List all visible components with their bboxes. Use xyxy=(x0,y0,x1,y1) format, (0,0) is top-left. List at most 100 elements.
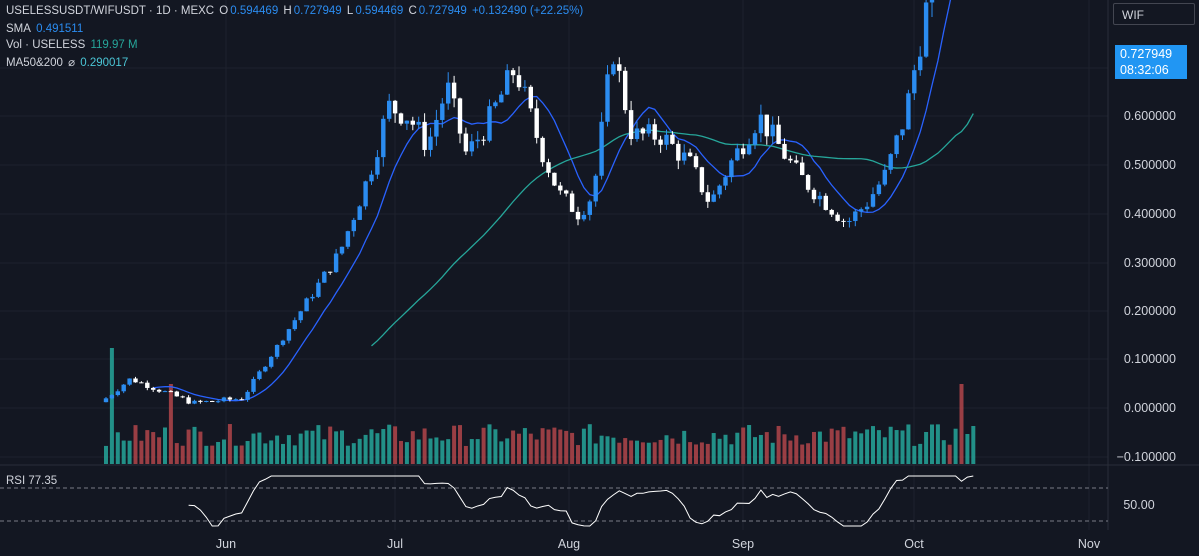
volume-bar xyxy=(286,435,291,464)
chart-grid xyxy=(0,0,1199,530)
volume-bar xyxy=(894,430,899,464)
volume-bar xyxy=(747,425,752,464)
volume-bar xyxy=(847,438,852,464)
candle-body xyxy=(717,185,722,195)
candle-body xyxy=(646,124,651,134)
volume-bar xyxy=(924,431,929,464)
candle-body xyxy=(546,162,551,173)
candle-body xyxy=(304,298,309,312)
volume-bar xyxy=(617,442,622,464)
candle-body xyxy=(770,124,775,137)
volume-bar xyxy=(145,430,150,464)
volume-bar xyxy=(192,426,197,464)
y-tick-label: 0.100000 xyxy=(1124,352,1176,366)
y-tick-label: 0.000000 xyxy=(1124,401,1176,415)
volume-bar xyxy=(198,431,203,464)
candle-body xyxy=(782,143,787,159)
candle-body xyxy=(811,189,817,200)
volume-bar xyxy=(281,443,285,464)
x-tick-label: Jul xyxy=(387,537,403,551)
candle-body xyxy=(410,120,415,125)
rsi-legend[interactable]: RSI 77.35 xyxy=(6,475,57,487)
volume-bar xyxy=(340,430,344,464)
candle-body xyxy=(569,193,575,212)
candle-body xyxy=(239,399,244,401)
ma-label: MA50&200 xyxy=(6,57,63,69)
volume-bar xyxy=(953,428,958,464)
last-price: 0.727949 xyxy=(1120,47,1173,61)
volume-bar xyxy=(186,429,191,464)
volume-bar xyxy=(151,432,156,464)
rsi-line xyxy=(188,475,974,527)
volume-bar xyxy=(263,443,268,464)
volume-bar xyxy=(109,348,114,464)
y-tick-label: −0.100000 xyxy=(1117,450,1176,464)
candle-body xyxy=(369,174,374,182)
volume-bar xyxy=(546,429,551,464)
candle-body xyxy=(263,366,268,372)
volume-bar xyxy=(859,433,864,464)
volume-bar xyxy=(180,445,185,464)
candle-body xyxy=(758,114,764,134)
volume-bar xyxy=(434,437,439,464)
candle-body xyxy=(333,253,339,273)
volume-bar xyxy=(741,427,746,464)
candle-body xyxy=(746,144,752,155)
candle-body xyxy=(381,118,386,158)
sma-legend[interactable]: SMA 0.491511 xyxy=(6,23,85,35)
candle-body xyxy=(328,271,333,273)
volume-bar xyxy=(629,440,634,464)
volume-bar xyxy=(776,425,781,464)
volume-legend[interactable]: Vol · USELESS 119.97 M xyxy=(6,39,140,51)
volume-bar xyxy=(552,427,557,464)
volume-bar xyxy=(115,432,120,464)
volume-bar xyxy=(788,440,793,464)
volume-bar xyxy=(871,426,875,464)
candle-body xyxy=(457,98,463,134)
candle-body xyxy=(198,400,203,402)
rsi-value: 77.35 xyxy=(28,475,58,487)
candle-body xyxy=(805,175,811,190)
candle-body xyxy=(870,194,876,207)
candle-body xyxy=(882,169,887,185)
candle-body xyxy=(162,391,168,393)
volume-bar xyxy=(316,425,321,464)
candle-body xyxy=(215,401,221,403)
volume-bar xyxy=(369,429,374,464)
candle-body xyxy=(552,172,557,186)
low-label: L xyxy=(346,5,354,17)
candle-body xyxy=(434,119,439,137)
volume-bar xyxy=(204,445,209,464)
candle-body xyxy=(481,139,486,141)
symbol-search-input[interactable]: WIF xyxy=(1113,3,1195,25)
volume-bar xyxy=(652,442,657,464)
candle-body xyxy=(564,190,569,194)
candle-body xyxy=(617,64,622,71)
volume-bar xyxy=(723,434,728,464)
ma-legend[interactable]: MA50&200 ⌀ 0.290017 xyxy=(6,55,130,69)
candle-body xyxy=(593,175,598,202)
candle-body xyxy=(847,221,852,223)
candle-body xyxy=(864,206,870,210)
volume-bar xyxy=(623,438,628,464)
candle-body xyxy=(817,195,823,200)
candle-body xyxy=(156,389,162,392)
candle-body xyxy=(676,143,681,161)
volume-bar xyxy=(452,425,457,464)
volume-bar xyxy=(517,433,521,464)
candle-body xyxy=(428,136,433,150)
candle-body xyxy=(446,82,451,104)
volume-bar xyxy=(475,439,480,464)
volume-bar xyxy=(469,439,474,464)
candle-body xyxy=(440,103,445,120)
close-label: C xyxy=(408,5,417,17)
candle-body xyxy=(605,74,610,122)
volume-bar xyxy=(906,424,911,464)
volume-bar xyxy=(210,445,215,464)
volume-bar xyxy=(157,437,162,464)
candle-body xyxy=(705,192,710,202)
candle-body xyxy=(257,371,262,379)
volume-bar xyxy=(835,430,840,464)
volume-bar xyxy=(428,438,433,464)
